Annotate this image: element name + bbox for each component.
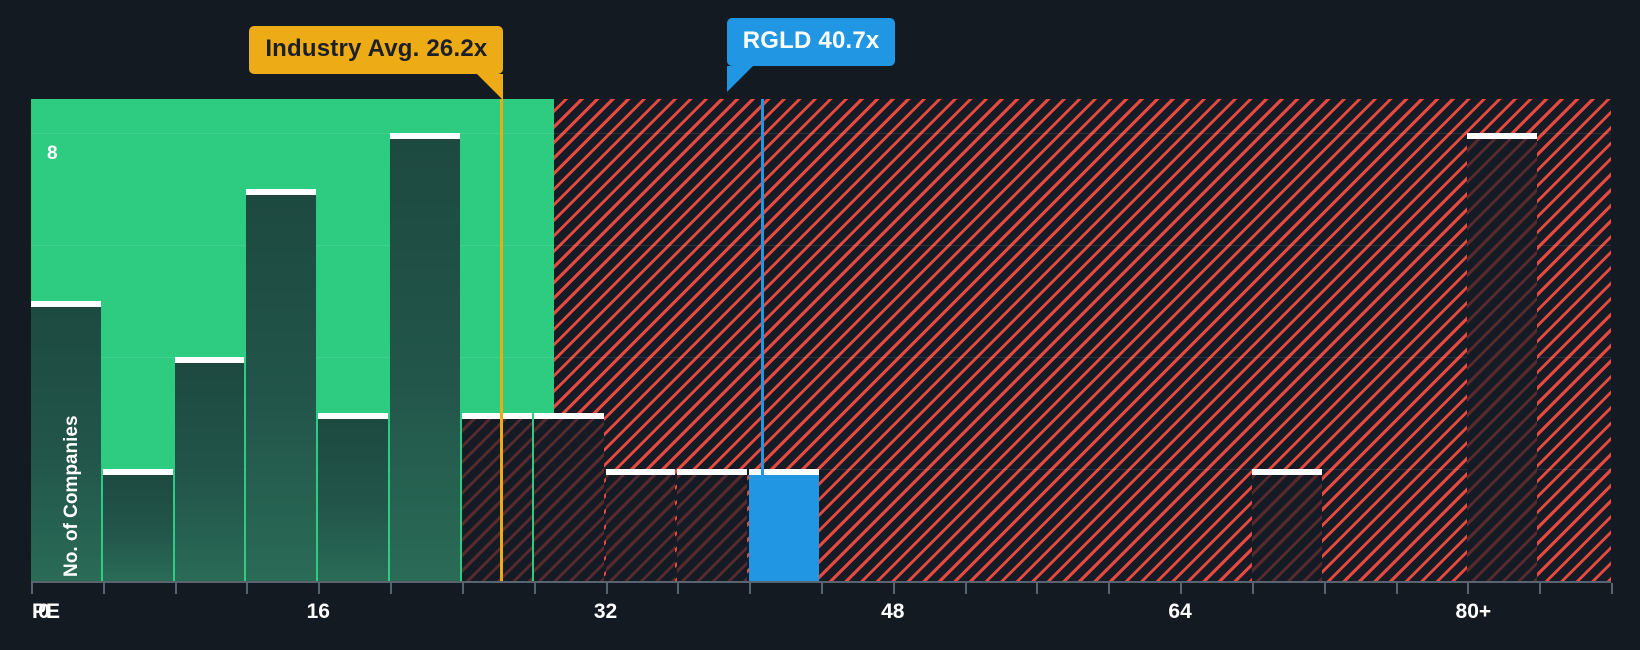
bar-body	[102, 473, 173, 581]
industry-average-label: Industry Avg. 26.2x	[265, 35, 488, 62]
company-marker-line	[760, 99, 764, 581]
company-pe-callout[interactable]: RGLD 40.7x	[726, 18, 896, 93]
callout-tail-icon	[726, 66, 753, 93]
bar-body	[246, 193, 317, 581]
bar-cap	[102, 468, 173, 475]
x-axis-tick	[892, 583, 895, 594]
x-axis-tick	[964, 583, 967, 594]
gridline	[31, 356, 1611, 358]
bar-cap	[174, 356, 245, 363]
x-axis-tick	[246, 583, 249, 594]
gridline	[31, 132, 1611, 134]
histogram-bar[interactable]	[31, 300, 101, 581]
x-axis-tick	[1323, 583, 1326, 594]
x-axis-tick-label: 0	[38, 600, 50, 623]
bar-body	[749, 473, 819, 581]
bar-cap	[749, 468, 819, 475]
bar-body	[677, 473, 748, 581]
x-axis-tick	[1467, 583, 1470, 594]
x-axis-tick	[1251, 583, 1254, 594]
bar-cap	[677, 468, 748, 475]
bar-cap	[605, 468, 676, 475]
histogram-bar[interactable]	[533, 412, 604, 581]
bar-cap	[533, 412, 604, 419]
histogram-bar[interactable]	[677, 468, 748, 581]
x-axis-tick-label: 80+	[1455, 600, 1492, 623]
x-axis-tick	[1036, 583, 1039, 594]
x-axis-tick-label: 48	[881, 600, 905, 623]
bar-cap	[246, 188, 317, 195]
callout-tail-icon	[477, 74, 504, 101]
x-axis-tick	[390, 583, 393, 594]
histogram-bar[interactable]	[461, 412, 532, 581]
x-axis-tick	[1395, 583, 1398, 594]
x-axis-tick	[1180, 583, 1183, 594]
bar-body	[31, 305, 101, 581]
industry-average-marker-line	[500, 99, 504, 581]
x-axis-tick	[318, 583, 321, 594]
x-axis-line	[31, 581, 1611, 583]
bar-cap	[461, 412, 532, 419]
bar-body	[390, 137, 460, 581]
x-axis-prefix-label: PE	[32, 600, 61, 623]
x-axis-tick	[749, 583, 752, 594]
bar-body	[605, 473, 676, 581]
bar-cap	[1251, 468, 1322, 475]
x-axis-tick	[1611, 583, 1613, 594]
company-pe-label: RGLD 40.7x	[742, 27, 880, 54]
histogram-bar[interactable]	[246, 188, 317, 581]
histogram-bar[interactable]	[749, 468, 819, 581]
x-axis-tick	[1539, 583, 1542, 594]
histogram-bar[interactable]	[102, 468, 173, 581]
gridline	[31, 468, 1611, 470]
x-axis-tick	[821, 583, 823, 594]
bar-body	[318, 417, 389, 581]
industry-average-callout[interactable]: Industry Avg. 26.2x	[249, 26, 504, 101]
plot-area	[31, 99, 1611, 581]
bar-series	[31, 99, 1611, 581]
y-axis-title: No. of Companies	[61, 415, 82, 577]
histogram-bar[interactable]	[1251, 468, 1322, 581]
bar-body	[1251, 473, 1322, 581]
x-axis-tick-label: 32	[593, 600, 618, 623]
bar-body	[174, 361, 245, 581]
expensive-zone	[554, 99, 1611, 581]
x-axis-tick	[174, 583, 177, 594]
histogram-bar[interactable]	[318, 412, 389, 581]
x-axis-tick	[31, 583, 33, 594]
histogram-bar[interactable]	[390, 132, 460, 581]
x-axis-tick-label: 64	[1168, 600, 1192, 623]
x-axis-tick	[605, 583, 608, 594]
bar-cap	[31, 300, 101, 307]
bar-body	[1467, 137, 1538, 581]
bar-body	[533, 417, 604, 581]
histogram-bar[interactable]	[1467, 132, 1538, 581]
bar-cap	[318, 412, 389, 419]
x-axis-tick	[102, 583, 105, 594]
bar-cap	[1467, 132, 1538, 139]
x-axis-tick	[677, 583, 680, 594]
bar-cap	[390, 132, 460, 139]
gridline	[31, 244, 1611, 246]
bar-body	[461, 417, 532, 581]
y-tick-label-8: 8	[47, 142, 58, 164]
histogram-bar[interactable]	[174, 356, 245, 581]
x-axis-tick	[533, 583, 536, 594]
x-axis-tick-label: 16	[306, 600, 330, 623]
x-axis-tick	[461, 583, 464, 594]
histogram-bar[interactable]	[605, 468, 676, 581]
x-axis-tick	[1108, 583, 1111, 594]
